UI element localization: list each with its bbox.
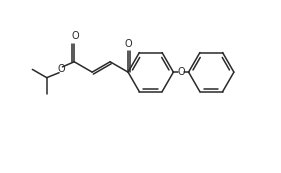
Text: O: O (124, 39, 132, 49)
Text: O: O (177, 67, 185, 77)
Text: O: O (72, 31, 80, 41)
Text: O: O (57, 64, 65, 74)
